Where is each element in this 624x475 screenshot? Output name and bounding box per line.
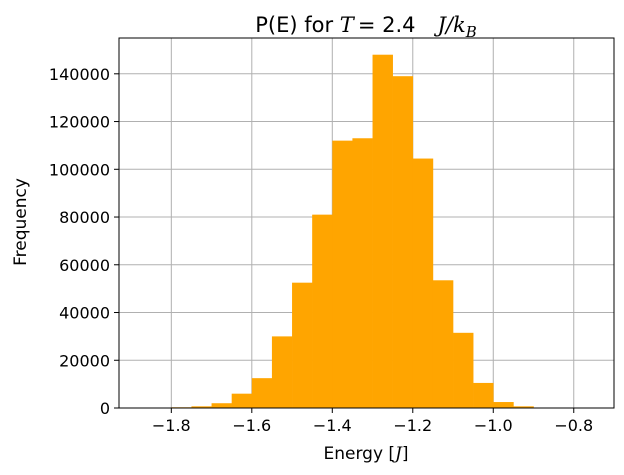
y-tick-label: 120000: [49, 113, 110, 132]
histogram-bar: [453, 332, 474, 408]
y-tick-label: 140000: [49, 65, 110, 84]
histogram-bar: [191, 406, 212, 408]
y-tick-label: 20000: [59, 351, 110, 370]
y-tick-label: 40000: [59, 304, 110, 323]
histogram-bar: [352, 138, 373, 409]
histogram-bar: [392, 76, 414, 409]
histogram-bar: [412, 158, 434, 408]
x-tick-label: −1.0: [474, 416, 513, 435]
histogram-bars: [171, 54, 554, 409]
x-tick-label: −1.2: [393, 416, 432, 435]
y-tick-label: 60000: [59, 256, 110, 275]
plot-frame: [118, 37, 615, 409]
histogram-bar: [513, 406, 534, 408]
y-tick-label: 80000: [59, 208, 110, 227]
y-tick-label: 100000: [49, 160, 110, 179]
y-tick-label: 0: [100, 399, 110, 418]
histogram-bar: [271, 336, 293, 408]
histogram-bar: [292, 282, 313, 408]
histogram-bar: [312, 214, 333, 408]
histogram-bar: [211, 403, 232, 408]
x-axis-label: Energy [J]: [323, 444, 408, 464]
grid-lines: [119, 38, 614, 409]
x-tick-label: −1.6: [232, 416, 271, 435]
histogram-bar: [251, 378, 273, 408]
histogram-bar: [493, 402, 514, 408]
histogram-bar: [432, 280, 454, 408]
y-axis-label: Frequency: [11, 178, 31, 266]
x-axis-ticks: −1.8 −1.6 −1.4 −1.2 −1.0 −0.8: [152, 408, 593, 435]
y-axis-ticks: 0 20000 40000 60000 80000 100000 120000 140000: [49, 65, 119, 418]
x-tick-label: −1.8: [152, 416, 191, 435]
histogram-bar: [231, 393, 253, 408]
x-tick-label: −1.4: [313, 416, 352, 435]
histogram-bar: [473, 382, 494, 408]
x-tick-label: −0.8: [554, 416, 593, 435]
chart-title: P(E) for T = 2.4 J/kB: [255, 13, 476, 41]
histogram-bar: [372, 54, 393, 408]
histogram-bar: [332, 140, 353, 409]
